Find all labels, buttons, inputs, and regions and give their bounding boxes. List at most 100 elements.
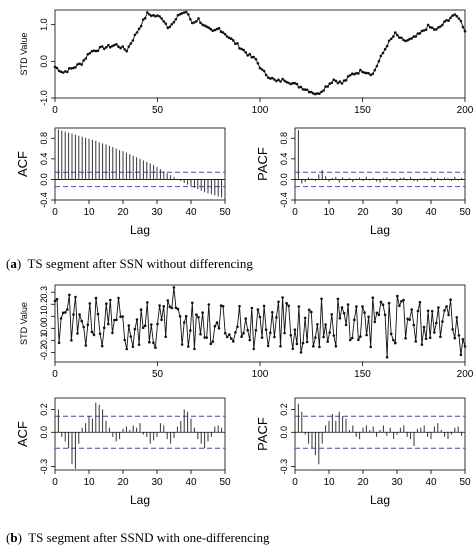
b-series-point — [381, 303, 385, 307]
a-series-point — [59, 70, 63, 74]
a-series-point — [111, 44, 114, 48]
b-series-point — [408, 318, 411, 322]
b-series-point — [55, 297, 59, 301]
b-series-point — [410, 308, 414, 311]
a-series-xtick-label: 150 — [354, 105, 371, 116]
b-series-point — [275, 316, 278, 319]
a-series-point — [314, 92, 317, 96]
b-series-point — [262, 304, 266, 308]
a-series-point — [129, 42, 133, 45]
b-series-point — [219, 304, 223, 307]
a-series-point — [94, 49, 98, 53]
a-series-point — [244, 51, 247, 54]
b-series-point — [121, 315, 124, 318]
a-series-point — [197, 17, 200, 20]
a-series-point — [264, 73, 268, 77]
a-series-point — [312, 92, 315, 95]
b-series-point — [359, 335, 362, 338]
a-series-point — [295, 82, 299, 86]
a-series-point — [344, 78, 348, 82]
a-series-point — [221, 31, 225, 34]
b-series-point — [119, 315, 122, 319]
a-series-point — [195, 20, 198, 23]
b-series-point — [353, 318, 356, 322]
a-series-point — [430, 26, 434, 30]
b-series-point — [238, 304, 241, 308]
b-series-point — [289, 334, 293, 337]
b-pacf-ylabel: PACF — [255, 417, 270, 451]
a-series-point — [443, 20, 446, 23]
b-series-xtick-label: 50 — [152, 369, 164, 380]
a-series-point — [223, 33, 227, 36]
b-series-point — [258, 315, 262, 319]
a-series-point — [322, 89, 325, 92]
b-series-point — [271, 311, 274, 314]
a-series-point — [193, 21, 196, 24]
b-series-point — [283, 331, 286, 335]
b-acf-ytick-label: 0.0 — [39, 426, 49, 439]
b-pacf-xtick-label: 0 — [292, 477, 298, 488]
b-series-point — [357, 338, 360, 342]
b-series-point — [113, 318, 116, 322]
a-series-point — [154, 14, 157, 18]
b-series-point — [213, 324, 217, 328]
b-series-point — [332, 334, 336, 337]
a-pacf-xtick-label: 0 — [292, 207, 298, 218]
b-series-point — [236, 325, 239, 329]
b-series-point — [66, 308, 69, 311]
a-series-ytick-label: -1.0 — [39, 90, 49, 106]
a-series-point — [139, 24, 143, 28]
a-series-point — [240, 47, 243, 51]
b-series-point — [402, 298, 405, 302]
a-series-point — [342, 79, 346, 82]
a-series-point — [359, 68, 362, 72]
b-series-point — [211, 340, 215, 343]
b-series-point — [287, 304, 291, 308]
b-series-point — [418, 300, 422, 304]
a-pacf-ytick-label: 0.0 — [279, 173, 289, 186]
a-series-point — [170, 23, 174, 26]
a-series-point — [271, 76, 274, 80]
a-series-point — [90, 49, 94, 53]
b-series-point — [336, 297, 340, 301]
a-series-ytick-label: 1.0 — [39, 18, 49, 31]
b-series-point — [445, 305, 448, 308]
b-series-point — [459, 353, 463, 357]
a-series-point — [201, 23, 204, 27]
b-series-point — [299, 351, 303, 354]
caption-b: (b) TS segment after SSND with one-diffe… — [6, 530, 270, 545]
b-acf-xtick-label: 0 — [52, 477, 58, 488]
a-series-point — [394, 31, 397, 34]
b-acf-ytick-label: -0.3 — [39, 459, 49, 475]
a-series-point — [320, 90, 323, 94]
a-series-point — [299, 85, 303, 89]
a-series-point — [260, 68, 264, 71]
b-series-point — [279, 345, 282, 348]
b-series-point — [363, 311, 366, 314]
b-series-point — [320, 297, 323, 301]
b-series-point — [369, 345, 373, 349]
a-series-point — [453, 13, 457, 16]
a-series-point — [262, 69, 266, 73]
b-series-xtick-label: 200 — [457, 369, 474, 380]
a-acf-ytick-label: 0.4 — [39, 153, 49, 166]
a-series-point — [123, 48, 126, 51]
b-acf-xlabel: Lag — [130, 493, 150, 507]
a-series-point — [375, 64, 379, 68]
b-pacf-ytick-label: -0.3 — [279, 459, 289, 475]
b-series-point — [180, 343, 184, 346]
b-series-point — [316, 323, 319, 326]
a-series-point — [189, 18, 192, 21]
a-series-point — [291, 81, 295, 85]
b-series-point — [131, 345, 135, 348]
b-series-point — [266, 344, 270, 348]
b-series-point — [463, 345, 467, 348]
a-series-point — [328, 82, 332, 85]
a-series-point — [279, 80, 282, 83]
a-series-point — [326, 85, 330, 88]
b-series-point — [59, 317, 63, 320]
b-series-point — [111, 331, 114, 335]
b-series-point — [342, 311, 346, 315]
a-series-point — [457, 17, 461, 20]
a-series-point — [53, 65, 57, 69]
